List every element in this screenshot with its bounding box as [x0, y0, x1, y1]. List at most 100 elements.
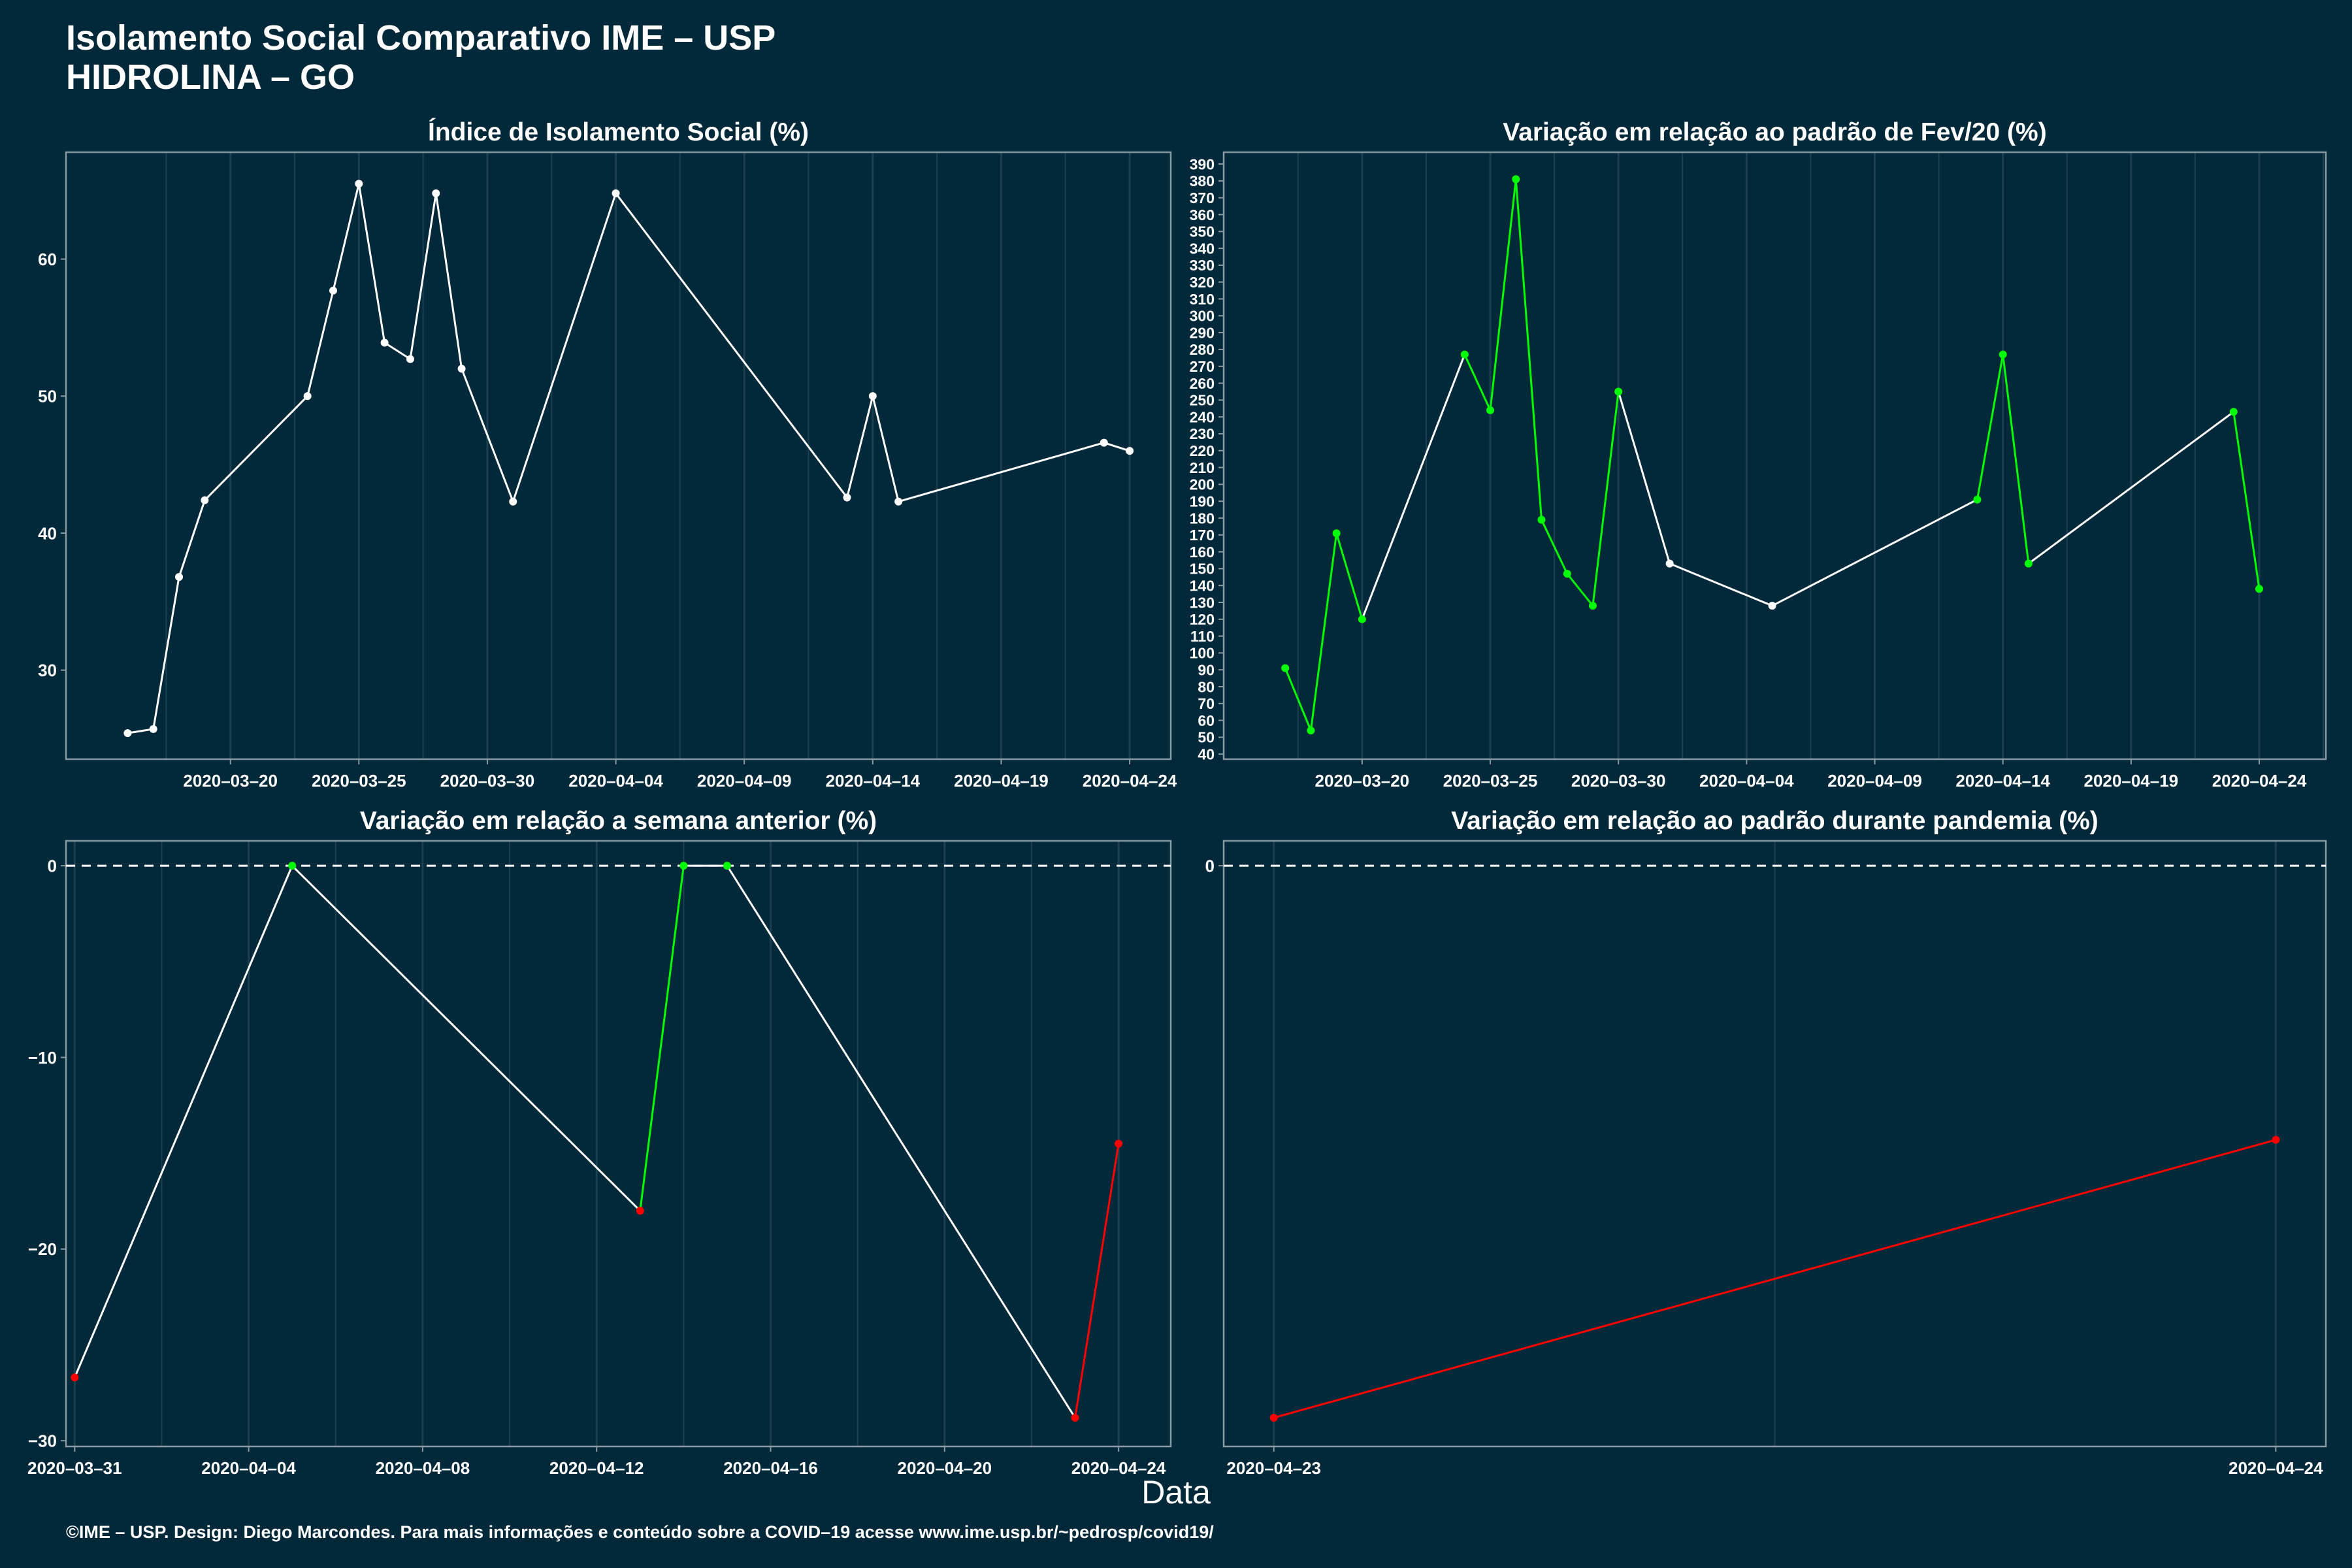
- x-axis-title: Data: [1141, 1474, 1211, 1511]
- y-tick-label: 50: [38, 387, 57, 406]
- x-tick-label: 2020–04–20: [898, 1458, 992, 1478]
- y-tick-label: −30: [28, 1431, 57, 1451]
- series-segment: [73, 865, 293, 1378]
- data-point: [1768, 602, 1776, 610]
- data-point: [1999, 350, 2007, 359]
- data-point: [288, 862, 297, 870]
- data-point: [2024, 559, 2033, 568]
- chart-title: Variação em relação ao padrão durante pa…: [1451, 807, 2099, 835]
- y-tick-label: 300: [1190, 308, 1215, 325]
- data-point: [2255, 585, 2263, 593]
- data-point: [1269, 1413, 1278, 1422]
- y-tick-label: 30: [38, 661, 57, 680]
- series-segment: [1074, 1143, 1120, 1418]
- series-segment: [639, 865, 685, 1211]
- series-segment: [2002, 354, 2030, 564]
- series-segment: [204, 395, 308, 501]
- x-tick-label: 2020–03–25: [312, 771, 406, 791]
- footer-credits: ©IME – USP. Design: Diego Marcondes. Par…: [66, 1522, 1214, 1542]
- y-tick-label: 60: [1198, 712, 1215, 729]
- series-segment: [1309, 533, 1338, 731]
- x-tick-label: 2020–03–31: [27, 1458, 122, 1478]
- series-segment: [332, 183, 360, 291]
- y-tick-label: 130: [1190, 594, 1215, 611]
- data-point: [2229, 408, 2238, 416]
- series-segment: [1361, 354, 1466, 620]
- plot-frame: [65, 840, 1172, 1448]
- series-segment: [461, 368, 514, 502]
- data-point: [843, 493, 851, 502]
- series-segment: [152, 576, 180, 730]
- series-segment: [178, 500, 206, 578]
- x-tick-label: 2020–04–19: [954, 771, 1049, 791]
- data-point: [149, 725, 157, 733]
- series-segment: [2028, 411, 2234, 564]
- series-segment: [127, 728, 154, 734]
- y-tick-label: 40: [1198, 746, 1215, 763]
- y-tick-label: 50: [1198, 729, 1215, 746]
- data-point: [355, 180, 363, 188]
- data-point: [1460, 350, 1469, 359]
- y-tick-label: 330: [1190, 257, 1215, 274]
- series-segment: [2232, 412, 2261, 589]
- x-tick-label: 2020–04–04: [201, 1458, 296, 1478]
- y-tick-label: 350: [1190, 223, 1215, 240]
- y-tick-label: 260: [1190, 375, 1215, 392]
- x-tick-label: 2020–04–14: [1955, 771, 2050, 791]
- data-point: [432, 189, 440, 197]
- data-point: [1588, 602, 1597, 610]
- y-tick-label: 80: [1198, 678, 1215, 695]
- y-tick-label: 370: [1190, 189, 1215, 206]
- y-tick-label: 250: [1190, 392, 1215, 409]
- x-tick-label: 2020–03–30: [1571, 771, 1666, 791]
- x-tick-label: 2020–04–24: [1071, 1458, 1166, 1478]
- x-tick-label: 2020–04–24: [2212, 771, 2307, 791]
- series-segment: [1617, 391, 1671, 564]
- data-point: [894, 497, 903, 506]
- plot-frame: [1222, 151, 2327, 760]
- title-line-2: HIDROLINA – GO: [66, 57, 355, 97]
- series-segment: [434, 193, 463, 369]
- y-tick-label: 270: [1190, 358, 1215, 375]
- data-point: [1126, 447, 1134, 455]
- y-tick-label: −10: [28, 1048, 57, 1068]
- series-segment: [872, 395, 900, 502]
- data-point: [1115, 1139, 1123, 1148]
- data-point: [1973, 495, 1982, 504]
- data-point: [1307, 727, 1315, 735]
- y-tick-label: 340: [1190, 240, 1215, 257]
- data-point: [71, 1373, 79, 1382]
- x-tick-label: 2020–04–24: [2229, 1458, 2323, 1478]
- chart-panel-3: Variação em relação a semana anterior (%…: [27, 807, 1172, 1478]
- data-point: [1614, 387, 1623, 396]
- x-tick-label: 2020–04–14: [826, 771, 921, 791]
- y-tick-label: 220: [1190, 442, 1215, 459]
- y-tick-label: 150: [1190, 561, 1215, 578]
- x-tick-label: 2020–04–24: [1083, 771, 1177, 791]
- y-tick-label: 310: [1190, 291, 1215, 308]
- y-tick-label: 170: [1190, 527, 1215, 544]
- y-tick-label: 70: [1198, 695, 1215, 712]
- y-tick-label: 390: [1190, 155, 1215, 172]
- series-segment: [384, 342, 411, 360]
- y-tick-label: 230: [1190, 425, 1215, 442]
- series-segment: [1489, 179, 1517, 410]
- series-segment: [1463, 354, 1492, 411]
- chart-title: Variação em relação a semana anterior (%…: [360, 807, 877, 835]
- x-tick-label: 2020–03–30: [440, 771, 535, 791]
- x-tick-label: 2020–04–08: [376, 1458, 470, 1478]
- series-segment: [1592, 391, 1620, 606]
- series-segment: [1514, 179, 1543, 520]
- series-segment: [726, 865, 1076, 1418]
- y-tick-label: 320: [1190, 274, 1215, 291]
- series-segment: [1976, 354, 2004, 500]
- y-tick-label: 0: [48, 856, 57, 875]
- series-segment: [846, 395, 874, 498]
- data-point: [329, 286, 337, 295]
- series-segment: [409, 193, 437, 359]
- y-tick-label: 120: [1190, 611, 1215, 628]
- y-tick-label: 280: [1190, 341, 1215, 358]
- series-segment: [898, 442, 1105, 503]
- data-point: [380, 338, 389, 347]
- x-tick-label: 2020–04–04: [568, 771, 663, 791]
